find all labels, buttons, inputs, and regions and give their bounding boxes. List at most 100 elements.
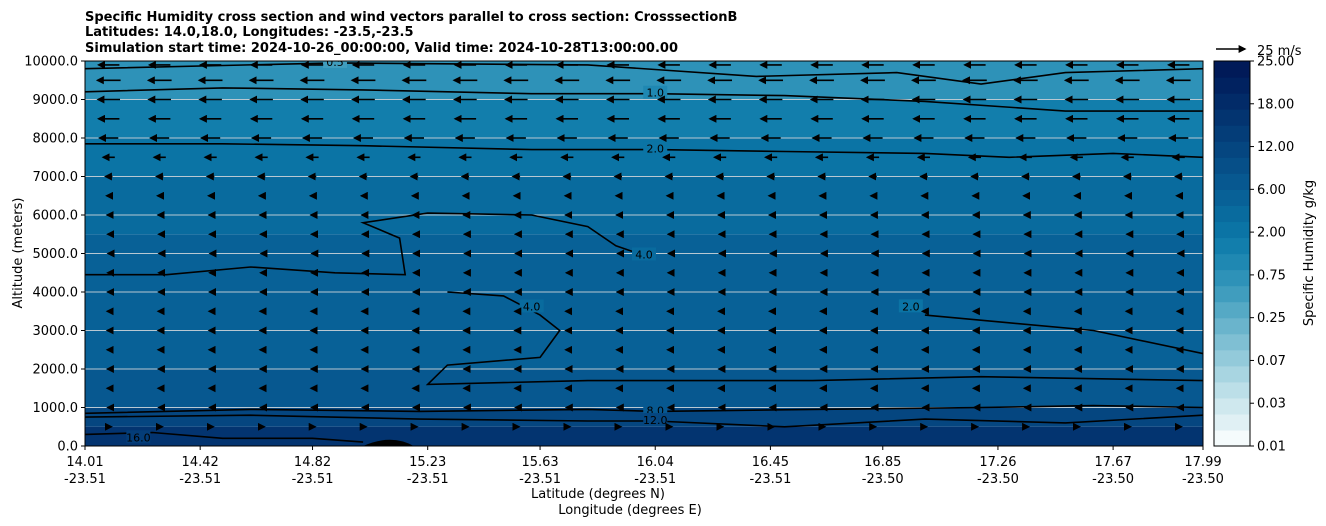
contour-label-bg-0 [323, 61, 348, 68]
x-tick-lat-2: 14.82 [294, 455, 331, 470]
y-tick-label-7: 7000.0 [33, 170, 79, 185]
contour-label-bg-7 [643, 412, 668, 426]
y-tick-label-2: 2000.0 [33, 363, 79, 378]
colorbar-swatch-0 [1214, 429, 1250, 447]
x-tick-lat-7: 16.85 [864, 455, 901, 470]
contour-line-2 [85, 143, 1203, 159]
colorbar-swatch-5 [1214, 349, 1250, 367]
wind-vectors [95, 61, 1191, 431]
x-tick-lon-3: -23.51 [407, 472, 449, 487]
contour-label-8: 16.0 [126, 431, 151, 444]
contour-line-3 [85, 212, 645, 276]
terrain-shape [363, 439, 414, 446]
colorbar-swatch-1 [1214, 413, 1250, 431]
colorbar-swatch-3 [1214, 381, 1250, 399]
y-tick-label-9: 9000.0 [33, 93, 79, 108]
x-tick-lon-7: -23.50 [862, 472, 904, 487]
x-tick-lat-3: 15.23 [409, 455, 446, 470]
colorbar-swatch-12 [1214, 237, 1250, 255]
y-tick-label-10: 10000.0 [24, 55, 78, 70]
y-tick-label-3: 3000.0 [33, 324, 79, 339]
x-tick-lat-1: 14.42 [182, 455, 219, 470]
humidity-layer-8 [85, 426, 1203, 446]
x-axis-ticks: 14.01 -23.51 14.42 -23.51 14.82 -23.51 15.23 -2… [64, 446, 1224, 487]
contour-label-bg-1 [643, 85, 668, 99]
colorbar-swatch-9 [1214, 285, 1250, 303]
contour-label-bg-3 [632, 247, 656, 261]
colorbar-swatch-14 [1214, 205, 1250, 223]
x-tick-lon-5: -23.51 [634, 472, 676, 487]
contour-label-0: 0.5 [326, 56, 344, 69]
x-tick-lat-5: 16.04 [637, 455, 674, 470]
colorbar-tick-label-0: 0.01 [1257, 440, 1286, 455]
x-tick-lon-10: -23.50 [1182, 472, 1224, 487]
x-tick-lat-0: 14.01 [66, 455, 103, 470]
chart-title-line-2: Latitudes: 14.0,18.0, Longitudes: -23.5,… [85, 25, 414, 40]
x-tick-lat-4: 15.63 [521, 455, 558, 470]
x-tick-lat-6: 16.45 [752, 455, 789, 470]
colorbar-swatch-8 [1214, 301, 1250, 319]
y-axis-label: Altitude (meters) [11, 198, 26, 309]
y-axis-ticks: 0.0 1000.0 2000.0 3000.0 4000.0 5000.0 6000.0 7… [24, 55, 85, 455]
colorbar-swatch-21 [1214, 93, 1250, 110]
y-tick-label-8: 8000.0 [33, 132, 79, 147]
x-axis-label-longitude: Longitude (degrees E) [558, 503, 702, 518]
contour-label-2: 2.0 [646, 143, 664, 156]
contour-label-7: 12.0 [643, 414, 668, 427]
x-tick-lat-10: 17.99 [1184, 455, 1221, 470]
colorbar-ticks: 0.01 0.03 0.07 0.25 0.75 2.00 6.00 12.00 18.00 25… [1250, 55, 1294, 455]
y-tick-label-1: 1000.0 [33, 401, 79, 416]
x-tick-lon-4: -23.51 [519, 472, 561, 487]
colorbar-tick-label-3: 0.25 [1257, 311, 1286, 326]
humidity-layer-3 [85, 176, 1203, 235]
x-tick-lon-6: -23.51 [749, 472, 791, 487]
contour-label-bg-4 [519, 299, 544, 313]
x-tick-lon-0: -23.51 [64, 472, 106, 487]
humidity-layer-4 [85, 234, 1203, 292]
y-tick-label-4: 4000.0 [33, 286, 79, 301]
x-tick-lat-9: 17.67 [1095, 455, 1132, 470]
vector-key-label: 25 m/s [1257, 44, 1302, 59]
x-tick-lat-8: 17.26 [979, 455, 1016, 470]
chart-title-line-1: Specific Humidity cross section and wind… [85, 10, 737, 25]
colorbar-frame [1213, 60, 1251, 447]
contour-label-3: 4.0 [635, 248, 653, 261]
terrain-fill [363, 439, 414, 446]
colorbar-tick-label-8: 18.00 [1257, 97, 1294, 112]
contour-label-bg-5 [898, 299, 923, 313]
y-tick-label-5: 5000.0 [33, 247, 79, 262]
contour-label-5: 2.0 [902, 300, 920, 313]
colorbar [1214, 61, 1250, 447]
colorbar-swatch-11 [1214, 253, 1250, 271]
colorbar-swatch-22 [1214, 77, 1250, 94]
colorbar-tick-label-9: 25.00 [1257, 55, 1294, 70]
colorbar-tick-label-1: 0.03 [1257, 397, 1286, 412]
colorbar-tick-label-7: 12.00 [1257, 140, 1294, 155]
colorbar-swatch-6 [1214, 333, 1250, 351]
colorbar-label: Specific Humidity g/kg [1302, 180, 1317, 326]
contour-label-4: 4.0 [523, 300, 541, 313]
x-tick-lon-1: -23.51 [179, 472, 221, 487]
colorbar-swatch-19 [1214, 125, 1250, 142]
colorbar-swatch-23 [1214, 61, 1250, 78]
colorbar-tick-label-6: 6.00 [1257, 183, 1286, 198]
colorbar-swatch-2 [1214, 397, 1250, 415]
colorbar-swatch-20 [1214, 109, 1250, 126]
colorbar-swatch-18 [1214, 141, 1250, 158]
humidity-contours: 0.51.02.04.04.0 2.08.012.016.0 [85, 56, 1203, 444]
colorbar-tick-label-2: 0.07 [1257, 354, 1286, 369]
x-tick-lon-9: -23.50 [1092, 472, 1134, 487]
colorbar-swatch-16 [1214, 173, 1250, 190]
x-tick-lon-2: -23.51 [292, 472, 334, 487]
colorbar-tick-label-4: 0.75 [1257, 268, 1286, 283]
colorbar-swatch-7 [1214, 317, 1250, 335]
colorbar-swatch-17 [1214, 157, 1250, 174]
vector-key: 25 m/s [1216, 44, 1302, 59]
contour-line-5 [924, 314, 1203, 355]
colorbar-swatch-4 [1214, 365, 1250, 383]
chart-title-line-3: Simulation start time: 2024-10-26_00:00:… [85, 41, 678, 56]
contour-label-bg-8 [126, 430, 151, 444]
colorbar-swatch-10 [1214, 269, 1250, 287]
contour-label-bg-2 [643, 141, 668, 155]
